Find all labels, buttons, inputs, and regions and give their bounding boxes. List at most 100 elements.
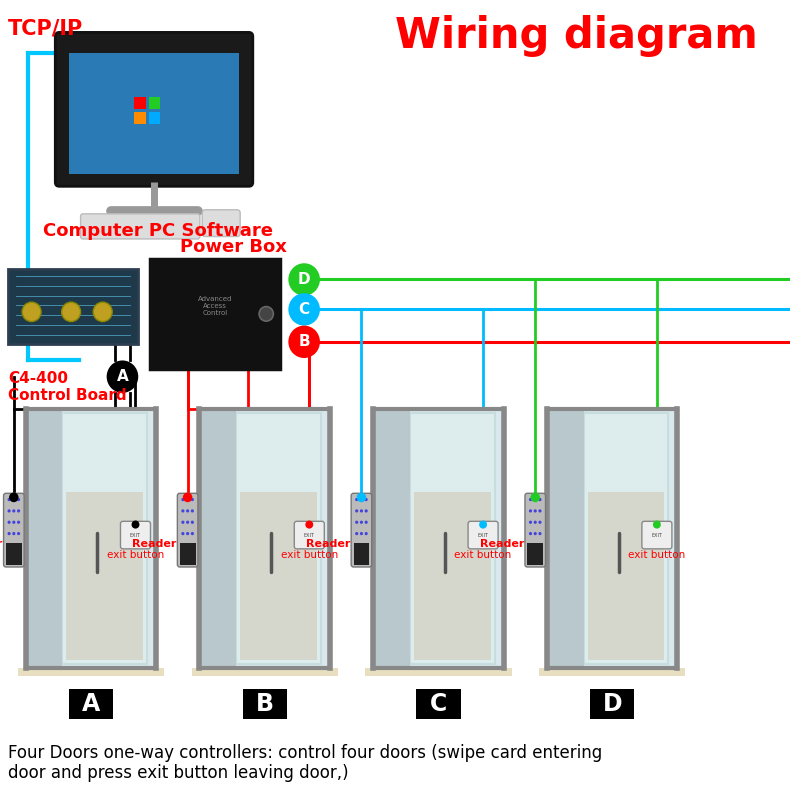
Circle shape [357, 492, 367, 502]
Circle shape [13, 509, 16, 513]
Text: EXIT: EXIT [478, 533, 488, 538]
Bar [365, 668, 512, 676]
Circle shape [360, 532, 363, 535]
Text: Reader: Reader [132, 539, 177, 549]
Circle shape [534, 532, 537, 535]
Bar [149, 97, 160, 109]
Circle shape [191, 498, 194, 501]
Bar [149, 112, 160, 124]
Bar [17, 668, 164, 676]
Bar [69, 688, 113, 719]
Text: D: D [603, 692, 622, 716]
Circle shape [365, 498, 368, 501]
FancyBboxPatch shape [525, 493, 545, 567]
Bar [69, 53, 239, 174]
Circle shape [360, 498, 363, 501]
Circle shape [17, 521, 21, 524]
Bar [590, 688, 634, 719]
Text: EXIT: EXIT [304, 533, 314, 538]
Circle shape [182, 532, 185, 535]
Circle shape [191, 521, 194, 524]
Bar [374, 409, 504, 668]
Text: Computer PC Software: Computer PC Software [43, 222, 273, 240]
Text: exit button: exit button [628, 551, 686, 561]
Circle shape [539, 509, 542, 513]
Bar [8, 269, 138, 344]
Text: Four Doors one-way controllers: control four doors (swipe card entering
door and: Four Doors one-way controllers: control … [8, 744, 602, 782]
Circle shape [17, 532, 21, 535]
Circle shape [529, 532, 532, 535]
Circle shape [191, 509, 194, 513]
Bar [240, 492, 317, 660]
Text: Power Box: Power Box [179, 238, 287, 256]
Circle shape [534, 521, 537, 524]
FancyBboxPatch shape [468, 522, 498, 549]
Bar [25, 409, 156, 668]
Circle shape [131, 521, 139, 529]
Circle shape [8, 532, 11, 535]
Circle shape [356, 498, 359, 501]
Circle shape [182, 498, 185, 501]
Text: Wiring diagram: Wiring diagram [395, 15, 758, 58]
Circle shape [534, 509, 537, 513]
Bar [6, 543, 22, 565]
Circle shape [17, 498, 21, 501]
FancyBboxPatch shape [120, 522, 150, 549]
Circle shape [22, 302, 41, 322]
Circle shape [529, 509, 532, 513]
Text: Advanced
Access
Control: Advanced Access Control [198, 296, 232, 316]
Bar [62, 413, 147, 664]
Circle shape [288, 326, 320, 358]
Circle shape [182, 492, 193, 502]
Circle shape [182, 521, 185, 524]
Circle shape [539, 532, 542, 535]
Circle shape [13, 521, 16, 524]
Bar [547, 409, 678, 668]
Circle shape [365, 509, 368, 513]
Text: B: B [256, 692, 273, 716]
Circle shape [360, 521, 363, 524]
Text: D: D [298, 272, 310, 287]
Circle shape [107, 360, 138, 393]
FancyBboxPatch shape [295, 522, 325, 549]
Circle shape [356, 509, 359, 513]
Circle shape [62, 302, 81, 322]
Bar [199, 409, 330, 668]
Circle shape [306, 521, 314, 529]
Circle shape [531, 492, 540, 502]
Text: Reader: Reader [480, 539, 525, 549]
Circle shape [259, 306, 273, 321]
Bar [374, 409, 410, 668]
Bar [588, 492, 664, 660]
Bar [134, 97, 146, 109]
Circle shape [9, 492, 19, 502]
Circle shape [8, 509, 11, 513]
Circle shape [365, 532, 368, 535]
Circle shape [186, 498, 190, 501]
Bar [150, 259, 280, 369]
Circle shape [288, 263, 320, 296]
Bar [134, 112, 146, 124]
Circle shape [653, 521, 660, 529]
FancyBboxPatch shape [4, 493, 24, 567]
Circle shape [539, 521, 542, 524]
Circle shape [534, 498, 537, 501]
FancyBboxPatch shape [55, 32, 253, 186]
Circle shape [529, 521, 532, 524]
Text: A: A [81, 692, 100, 716]
Circle shape [93, 302, 112, 322]
Text: exit button: exit button [107, 551, 164, 561]
FancyBboxPatch shape [202, 210, 240, 237]
Circle shape [539, 498, 542, 501]
Bar [410, 413, 495, 664]
Text: C4-400
Control Board: C4-400 Control Board [8, 371, 126, 403]
Circle shape [356, 532, 359, 535]
FancyBboxPatch shape [352, 493, 372, 567]
Bar [243, 688, 287, 719]
Bar [236, 413, 321, 664]
Circle shape [186, 509, 190, 513]
Bar [539, 668, 685, 676]
Circle shape [182, 509, 185, 513]
Text: exit button: exit button [280, 551, 338, 561]
Bar [180, 543, 195, 565]
